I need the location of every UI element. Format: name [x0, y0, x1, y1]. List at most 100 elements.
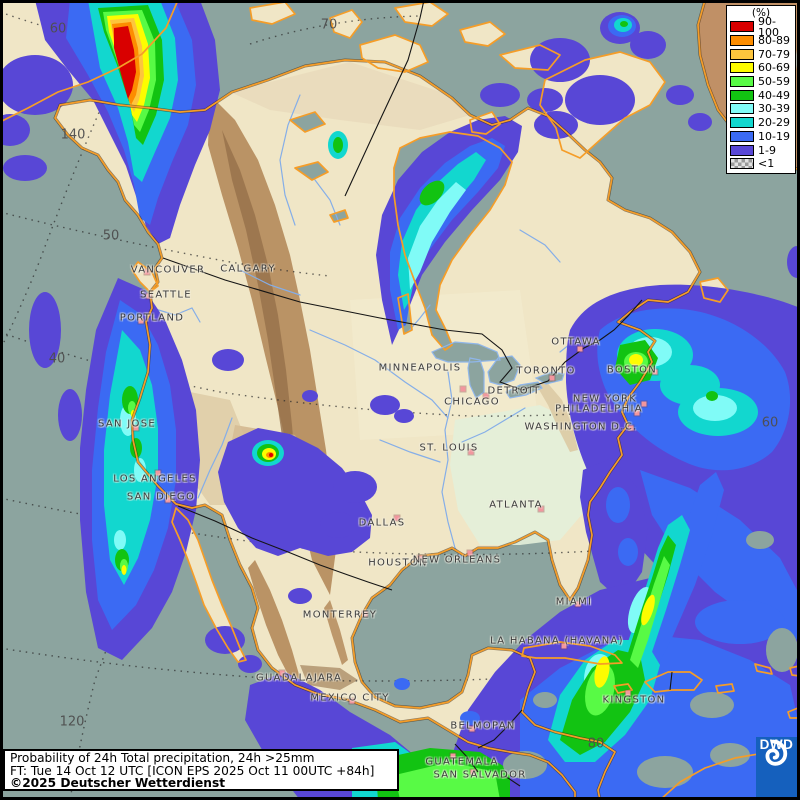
city-label: VANCOUVER	[130, 264, 206, 276]
caption-product-line: Probability of 24h Total precipitation, …	[10, 751, 315, 765]
city-marker	[466, 549, 474, 557]
city-marker	[348, 697, 356, 705]
grid-label: 140	[60, 127, 86, 143]
city-label: PORTLAND	[119, 312, 185, 324]
city-label: LA HABANA (HAVANA)	[490, 635, 624, 647]
legend-label: 90-100	[758, 14, 779, 39]
legend-label: 70-79	[758, 47, 790, 61]
legend-row: 20-29	[727, 116, 795, 130]
legend-swatch	[730, 117, 754, 129]
city-label: BOSTON	[606, 364, 658, 376]
grid-label: 40	[48, 351, 66, 367]
legend-row: 80-89	[727, 34, 795, 48]
legend-swatch	[730, 89, 754, 101]
legend-title: (%)	[751, 7, 771, 19]
grid-label: 50	[102, 228, 120, 244]
borders-layer	[162, 0, 673, 787]
city-label: LOS ANGELES	[113, 473, 197, 485]
city-label: BELMOPAN	[450, 720, 516, 732]
dwd-spiral-icon	[765, 739, 788, 766]
city-label: ST. LOUIS	[419, 442, 479, 454]
city-label: HOUSTON	[368, 557, 428, 569]
legend-row: <1	[727, 157, 795, 171]
city-marker	[482, 392, 490, 400]
city-label: SAN SALVADOR	[433, 769, 527, 781]
city-marker	[278, 669, 286, 677]
city-label: SAN DIEGO	[126, 491, 196, 503]
city-marker	[560, 642, 568, 650]
city-label: MONTERREY	[302, 609, 378, 621]
legend-label: 40-49	[758, 88, 790, 102]
city-label: WASHINGTON D.C.	[524, 421, 638, 433]
grid-label: 60	[49, 21, 67, 37]
legend-row: 10-19	[727, 130, 795, 144]
city-label: TORONTO	[516, 365, 576, 377]
legend-label: 60-69	[758, 61, 790, 75]
caption-forecast-time-line: FT: Tue 14 Oct 12 UTC [ICON EPS 2025 Oct…	[10, 763, 375, 778]
city-marker	[137, 317, 145, 325]
legend-row: 60-69	[727, 61, 795, 75]
city-label: ATLANTA	[489, 499, 543, 511]
city-label: PHILADELPHIA	[555, 403, 643, 415]
city-marker	[449, 752, 457, 760]
city-label: NEW YORK	[572, 393, 638, 405]
city-label: GUATEMALA	[425, 756, 499, 768]
city-marker	[624, 689, 632, 697]
caption-box: Probability of 24h Total precipitation, …	[3, 749, 399, 791]
legend-swatch	[730, 21, 754, 33]
city-marker	[576, 345, 584, 353]
legend-label: 20-29	[758, 116, 790, 130]
legend-row: 90-100	[727, 16, 795, 38]
legend-swatch	[730, 130, 754, 142]
city-marker	[132, 424, 140, 432]
city-marker	[145, 292, 153, 300]
legend-swatch	[730, 62, 754, 74]
legend-label: <1	[758, 157, 775, 171]
city-marker	[361, 610, 369, 618]
city-label: CALGARY	[220, 263, 276, 275]
city-marker	[393, 514, 401, 522]
legend-swatch	[730, 48, 754, 60]
city-marker	[469, 768, 477, 776]
legend-swatch	[730, 103, 754, 115]
grid-label: 80	[587, 736, 605, 752]
legend-swatch	[730, 76, 754, 88]
legend-row: 70-79	[727, 47, 795, 61]
city-marker	[651, 368, 659, 376]
city-marker	[548, 374, 556, 382]
grid-label: 120	[59, 714, 85, 730]
dwd-logo: DWD	[756, 737, 797, 797]
legend-swatch	[730, 158, 754, 170]
city-marker	[164, 496, 172, 504]
legend-label: 80-89	[758, 34, 790, 48]
legend-rows: 90-100 80-89 70-79 60-69 50-59 40-49 30-39 20-2…	[727, 16, 795, 171]
city-label: SEATTLE	[140, 289, 192, 301]
city-label: GUADALAJARA	[255, 672, 343, 684]
legend-label: 1-9	[758, 143, 776, 157]
city-marker	[143, 268, 151, 276]
city-marker	[640, 400, 648, 408]
city-marker	[154, 469, 162, 477]
legend-label: 50-59	[758, 75, 790, 89]
legend-row: 50-59	[727, 75, 795, 89]
legend-swatch	[730, 35, 754, 47]
city-marker	[537, 505, 545, 513]
legend-swatch	[730, 144, 754, 156]
city-marker	[467, 448, 475, 456]
caption-copyright-line: ©2025 Deutscher Wetterdienst	[10, 776, 226, 791]
city-label: KINGSTON	[602, 694, 666, 706]
legend-row: 40-49	[727, 88, 795, 102]
grid-label: 60	[761, 415, 779, 431]
city-label: MIAMI	[555, 596, 593, 608]
city-marker	[416, 554, 424, 562]
legend-row: 1-9	[727, 143, 795, 157]
city-label: CHICAGO	[444, 396, 500, 408]
city-marker	[633, 409, 641, 417]
city-label: SAN JOSE	[98, 418, 156, 430]
city-label: OTTAWA	[551, 336, 601, 348]
city-marker	[459, 385, 467, 393]
city-label: DETROIT	[487, 385, 541, 397]
city-label: MEXICO CITY	[310, 692, 390, 704]
